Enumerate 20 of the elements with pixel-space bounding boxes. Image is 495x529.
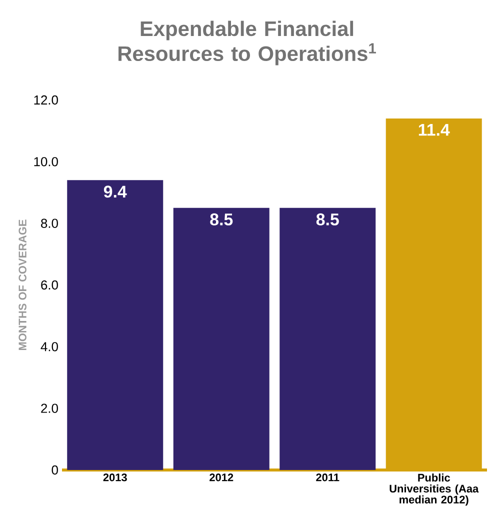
data-label: 8.5 xyxy=(316,213,339,226)
y-tick-label: 12.0 xyxy=(34,95,58,105)
y-tick-label: 10.0 xyxy=(34,157,58,166)
y-tick-label: 2.0 xyxy=(41,404,58,413)
x-tick-label: 2011 xyxy=(316,474,340,482)
bar xyxy=(67,180,164,470)
y-tick-label: 4.0 xyxy=(40,342,58,352)
x-tick-label: 2013 xyxy=(103,474,127,482)
bar xyxy=(280,208,376,470)
y-tick-label: 6.0 xyxy=(41,280,58,290)
y-tick-label: 8.0 xyxy=(41,218,58,228)
y-axis-title: MONTHS OF COVERAGE xyxy=(18,220,26,350)
x-tick-label: 2012 xyxy=(210,474,234,482)
y-tick-label: 0 xyxy=(52,465,58,475)
data-label: 8.5 xyxy=(210,213,233,226)
bar xyxy=(173,208,270,470)
chart-title: Expendable Financial Resources to Operations$^{1}$ xyxy=(118,20,376,66)
data-label: 9.4 xyxy=(104,186,127,198)
x-tick-label: Public Universities (Aaa median 2012) xyxy=(390,474,479,506)
data-label: 11.4 xyxy=(418,124,450,136)
